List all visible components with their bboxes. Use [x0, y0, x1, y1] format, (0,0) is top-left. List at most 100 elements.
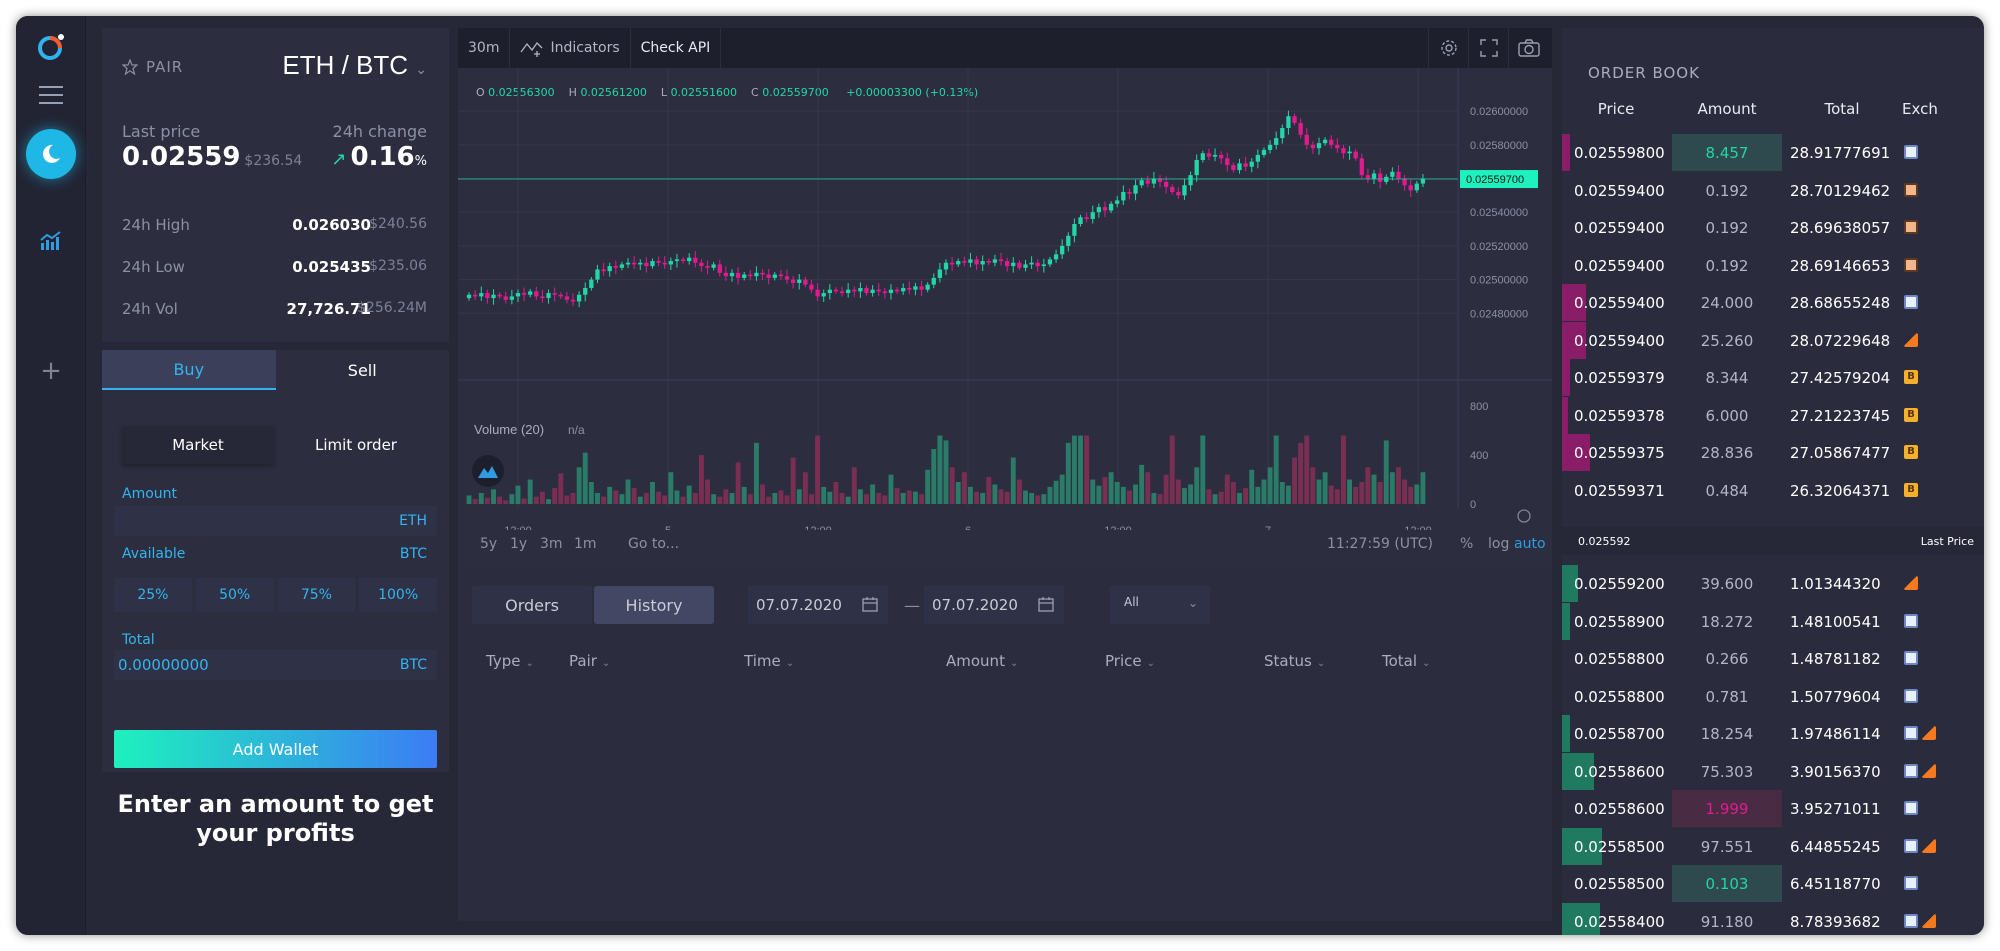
candle-body[interactable]	[1072, 224, 1077, 236]
ask-row[interactable]: 0.02559800 8.457 28.91777691	[1562, 134, 1984, 171]
candle-body[interactable]	[894, 289, 900, 292]
date-from-input[interactable]: 07.07.2020	[748, 586, 888, 624]
candle-body[interactable]	[1157, 178, 1163, 182]
candle-body[interactable]	[534, 291, 539, 297]
candle-body[interactable]	[937, 269, 943, 278]
ask-row[interactable]: 0.02559400 0.192 28.70129462	[1562, 172, 1984, 209]
candle-body[interactable]	[1108, 203, 1114, 211]
candle-body[interactable]	[473, 294, 478, 297]
candle-body[interactable]	[1182, 185, 1187, 196]
candle-body[interactable]	[833, 289, 839, 292]
candle-body[interactable]	[1219, 154, 1224, 159]
candle-body[interactable]	[931, 277, 936, 285]
candle-body[interactable]	[650, 261, 655, 267]
candle-body[interactable]	[546, 293, 551, 299]
candle-body[interactable]	[491, 294, 496, 299]
amount-input[interactable]: ETH	[114, 506, 437, 536]
candle-body[interactable]	[821, 293, 826, 297]
ask-row[interactable]: 0.02559378 6.000 27.21223745 B	[1562, 396, 1984, 434]
candle-body[interactable]	[1194, 160, 1199, 176]
candle-body[interactable]	[583, 288, 588, 295]
candle-body[interactable]	[1298, 122, 1303, 135]
candle-body[interactable]	[1365, 175, 1371, 179]
gear-icon[interactable]	[1428, 28, 1468, 68]
candle-body[interactable]	[1151, 178, 1157, 184]
candle-body[interactable]	[1212, 154, 1218, 157]
candle-body[interactable]	[870, 289, 875, 294]
candle-body[interactable]	[644, 262, 649, 267]
candle-body[interactable]	[882, 291, 887, 294]
candle-body[interactable]	[1420, 178, 1426, 184]
candle-body[interactable]	[919, 286, 924, 290]
candle-body[interactable]	[1096, 207, 1102, 213]
candle-body[interactable]	[1066, 235, 1071, 246]
candle-body[interactable]	[1023, 264, 1028, 268]
check-api-button[interactable]: Check API	[631, 28, 722, 68]
candle-body[interactable]	[1078, 217, 1083, 224]
candle-body[interactable]	[680, 259, 686, 262]
candle-body[interactable]	[1206, 153, 1212, 157]
candle-body[interactable]	[558, 294, 563, 297]
candle-body[interactable]	[1029, 262, 1034, 265]
candle-body[interactable]	[1127, 192, 1132, 194]
candle-body[interactable]	[1261, 149, 1267, 155]
candle-body[interactable]	[1255, 154, 1260, 162]
volume-label[interactable]: Volume (20)	[474, 422, 544, 437]
star-icon[interactable]	[122, 59, 138, 75]
bid-row[interactable]: 0.02558800 0.266 1.48781182	[1562, 640, 1984, 677]
candle-body[interactable]	[1011, 262, 1016, 267]
interval-button[interactable]: 30m	[458, 28, 511, 68]
tab-orders[interactable]: Orders	[472, 586, 592, 624]
candle-body[interactable]	[925, 284, 930, 290]
candle-body[interactable]	[521, 293, 527, 295]
candle-body[interactable]	[968, 259, 973, 263]
candle-body[interactable]	[1200, 153, 1205, 160]
candle-body[interactable]	[748, 274, 753, 277]
candle-body[interactable]	[1145, 180, 1150, 184]
fullscreen-icon[interactable]	[1468, 28, 1508, 68]
percent-scale-button[interactable]: %	[1460, 536, 1474, 552]
candle-body[interactable]	[1359, 158, 1364, 176]
candle-body[interactable]	[1341, 148, 1346, 154]
candle-body[interactable]	[986, 261, 991, 263]
candle-body[interactable]	[723, 272, 729, 277]
ask-row[interactable]: 0.02559400 0.192 28.69146653	[1562, 247, 1984, 284]
tab-buy[interactable]: Buy	[102, 350, 276, 390]
candle-body[interactable]	[619, 264, 625, 268]
limit-order-button[interactable]: Limit order	[315, 436, 397, 454]
add-icon[interactable]: +	[40, 356, 62, 386]
candle-body[interactable]	[1310, 144, 1316, 149]
candle-body[interactable]	[1102, 207, 1108, 211]
range-1m[interactable]: 1m	[574, 536, 597, 552]
col-type[interactable]: Type ⌄	[486, 652, 534, 670]
candle-body[interactable]	[735, 272, 741, 278]
ask-row[interactable]: 0.02559371 0.484 26.32064371 B	[1562, 472, 1984, 509]
candle-body[interactable]	[711, 264, 716, 268]
bar-chart-icon[interactable]	[16, 226, 86, 256]
candle-body[interactable]	[1280, 128, 1285, 139]
candle-body[interactable]	[705, 266, 710, 268]
candle-body[interactable]	[1371, 173, 1377, 179]
candle-body[interactable]	[772, 274, 777, 278]
candle-body[interactable]	[625, 262, 631, 265]
ask-row[interactable]: 0.02559400 25.260 28.07229648	[1562, 321, 1984, 359]
chart-settings-icon[interactable]	[1517, 509, 1531, 523]
bid-row[interactable]: 0.02559200 39.600 1.01344320	[1562, 565, 1984, 602]
candle-body[interactable]	[632, 262, 637, 265]
col-amount[interactable]: Amount ⌄	[946, 652, 1018, 670]
candle-body[interactable]	[674, 259, 680, 262]
candle-body[interactable]	[1170, 186, 1175, 192]
candle-body[interactable]	[980, 261, 985, 265]
candle-body[interactable]	[742, 274, 747, 278]
candle-body[interactable]	[576, 294, 582, 302]
candle-body[interactable]	[907, 288, 912, 290]
auto-scale-button[interactable]: auto	[1514, 536, 1546, 552]
candle-body[interactable]	[1402, 178, 1407, 186]
candle-body[interactable]	[784, 276, 790, 280]
range-1y[interactable]: 1y	[510, 536, 528, 552]
candle-body[interactable]	[815, 289, 820, 297]
candle-body[interactable]	[479, 293, 484, 297]
candle-body[interactable]	[589, 279, 594, 288]
ask-row[interactable]: 0.02559379 8.344 27.42579204 B	[1562, 359, 1984, 396]
pair-selector[interactable]: ETH / BTC ⌄	[282, 50, 427, 81]
